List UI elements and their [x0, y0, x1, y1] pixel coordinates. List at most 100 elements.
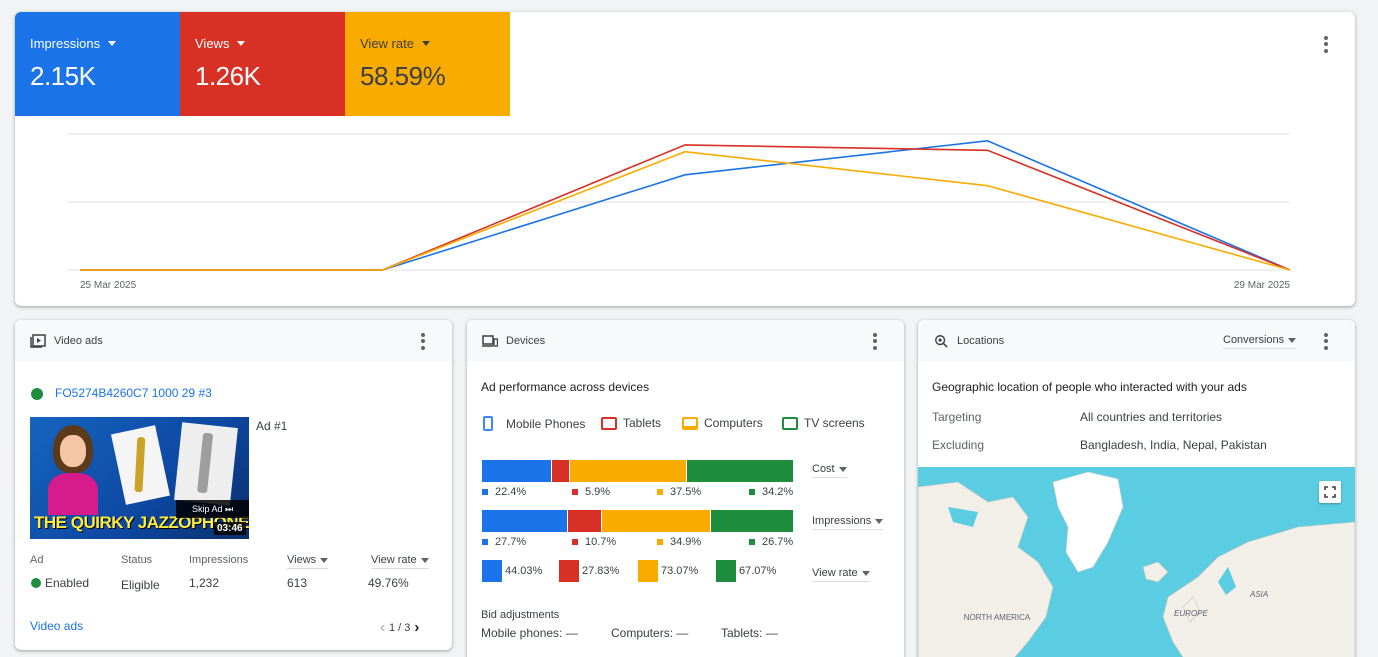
col-header-status: Status	[121, 554, 153, 566]
excluding-label: Excluding	[932, 438, 985, 452]
dropdown-label: Views	[287, 554, 317, 566]
dropdown-label: View rate	[812, 567, 858, 579]
cost-segment-3	[687, 460, 793, 482]
metric-view-rate[interactable]: View rate 58.59%	[345, 12, 510, 116]
x-tick-label: 29 Mar 2025	[1234, 280, 1291, 291]
card-title: Locations	[957, 335, 1005, 347]
status-dot-icon	[31, 388, 43, 400]
enabled-dot-icon	[31, 578, 41, 588]
dropdown-label: Impressions	[812, 515, 872, 527]
card-title: Video ads	[54, 335, 103, 347]
tablet-icon	[601, 416, 617, 430]
metric-label: Views	[195, 36, 230, 51]
ad-name-link[interactable]: FO5274B4260C7 1000 29 #3	[55, 386, 212, 400]
legend-label: Tablets	[623, 416, 662, 430]
video-duration: 03:46	[214, 522, 246, 535]
laptop-icon	[682, 416, 698, 430]
col-header-view-rate-dropdown[interactable]: View rate	[371, 554, 429, 569]
devices-card: Devices Ad performance across devices Mo…	[467, 320, 904, 657]
impressions-metric-dropdown[interactable]: Impressions	[812, 515, 884, 530]
impressions-value: 1,232	[189, 576, 220, 590]
map-label-north-america: NORTH AMERICA	[964, 613, 1031, 622]
cost-metric-dropdown[interactable]: Cost	[812, 463, 847, 478]
card-header: Video ads	[15, 320, 452, 362]
cost-percent-label: 34.2%	[749, 486, 793, 498]
dropdown-label: Cost	[812, 463, 835, 475]
world-map[interactable]: NORTH AMERICA EUROPE ASIA	[918, 467, 1355, 657]
devices-icon	[482, 335, 498, 347]
views-value: 613	[287, 576, 308, 590]
conversions-dropdown[interactable]: Conversions	[1223, 334, 1297, 349]
cartoon-woman-image	[48, 425, 98, 515]
ad-index-label: Ad #1	[256, 419, 288, 433]
view-rate-swatch	[482, 560, 502, 582]
targeting-value: All countries and territories	[1080, 410, 1223, 424]
tv-icon	[782, 416, 798, 430]
video-ads-card: Video ads FO5274B4260C7 1000 29 #3 THE Q…	[15, 320, 452, 650]
col-header-impressions: Impressions	[189, 554, 249, 566]
fullscreen-icon	[1324, 486, 1336, 498]
map-label-europe: EUROPE	[1174, 609, 1208, 618]
saxophone-card-image	[111, 425, 170, 505]
instrument-card-image	[174, 422, 238, 506]
legend-tablets: Tablets	[601, 416, 661, 430]
caret-down-icon	[1288, 337, 1297, 343]
cost-segment-2	[570, 460, 687, 482]
page-indicator: 1 / 3	[389, 621, 411, 634]
impressions-segment-1	[568, 510, 601, 532]
view-rate-value: 67.07%	[739, 565, 777, 577]
performance-line-chart: 25 Mar 2025 29 Mar 2025	[68, 133, 1291, 291]
view-rate-value: 27.83%	[582, 565, 620, 577]
col-header-views-dropdown[interactable]: Views	[287, 554, 329, 569]
locations-subtitle: Geographic location of people who intera…	[932, 380, 1247, 394]
more-options-icon[interactable]	[413, 331, 433, 351]
legend-label: TV screens	[804, 416, 865, 430]
legend-label: Mobile Phones	[506, 416, 586, 431]
cost-percent-label: 5.9%	[572, 486, 610, 498]
caret-down-icon	[237, 41, 246, 46]
video-library-icon	[30, 334, 46, 348]
card-header: Devices	[467, 320, 904, 362]
metric-views[interactable]: Views 1.26K	[180, 12, 345, 116]
cost-segment-0	[482, 460, 551, 482]
card-header: Locations	[918, 320, 1355, 362]
ad-status-value[interactable]: Enabled	[45, 576, 90, 590]
targeting-label: Targeting	[932, 410, 982, 424]
metric-impressions[interactable]: Impressions 2.15K	[15, 12, 180, 116]
view-rate-metric-dropdown[interactable]: View rate	[812, 567, 870, 582]
caret-down-icon	[875, 518, 884, 524]
caret-down-icon	[320, 557, 329, 563]
impressions-percent-label: 26.7%	[749, 536, 793, 548]
impressions-percent-label: 10.7%	[572, 536, 616, 548]
chevron-right-icon[interactable]: ›	[414, 619, 420, 636]
skip-ad-button[interactable]: Skip Ad ⏭	[176, 500, 249, 518]
more-options-icon[interactable]	[865, 331, 885, 351]
caret-down-icon	[108, 41, 117, 46]
caret-down-icon	[838, 466, 847, 472]
video-thumbnail[interactable]: THE QUIRKY JAZZOPHONE Skip Ad ⏭ 03:46	[30, 417, 249, 539]
legend-tv: TV screens	[782, 416, 865, 430]
excluding-value: Bangladesh, India, Nepal, Pakistan	[1080, 438, 1267, 452]
dropdown-label: View rate	[371, 554, 417, 566]
series-line-2	[80, 150, 1291, 271]
legend-mobile: Mobile Phones	[483, 416, 585, 431]
impressions-percent-label: 34.9%	[657, 536, 701, 548]
bid-mobile: Mobile phones: —	[481, 626, 578, 640]
view-rate-value: 49.76%	[368, 576, 409, 590]
fullscreen-button[interactable]	[1319, 481, 1341, 503]
more-options-icon[interactable]	[1316, 331, 1336, 351]
impressions-segment-3	[710, 510, 793, 532]
eurasia-landmass	[1162, 521, 1355, 657]
legend-computers: Computers	[682, 416, 763, 430]
location-search-icon	[935, 335, 948, 348]
chevron-left-icon[interactable]: ‹	[380, 619, 385, 636]
north-america-landmass	[918, 481, 1054, 657]
metric-value: 1.26K	[195, 61, 261, 91]
x-tick-label: 25 Mar 2025	[80, 280, 137, 291]
more-options-icon[interactable]	[1316, 34, 1336, 54]
metric-value: 2.15K	[30, 61, 96, 91]
video-ads-link[interactable]: Video ads	[30, 619, 84, 633]
card-title: Devices	[506, 335, 546, 347]
series-line-1	[80, 144, 1291, 271]
col-header-ad: Ad	[30, 554, 44, 566]
